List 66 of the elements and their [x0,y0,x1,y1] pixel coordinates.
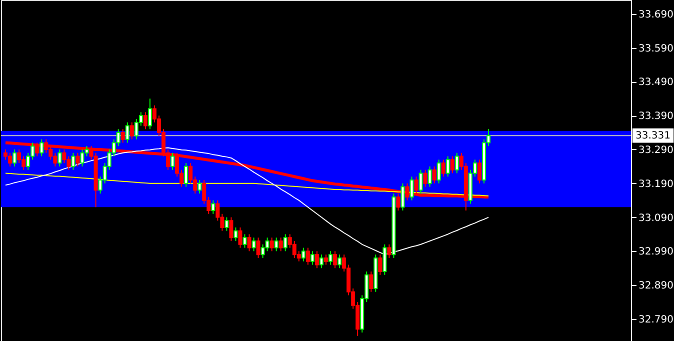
candlestick [283,234,288,252]
candlestick [76,152,80,167]
candlestick [310,250,314,266]
y-tick-label: 32.890 [638,280,674,292]
y-tick-label: 33.390 [638,111,674,122]
candlestick [211,200,216,214]
candlestick [414,176,418,194]
candlestick [436,159,441,184]
candlestick [387,244,392,258]
candlestick [224,216,229,232]
candlestick [324,254,328,266]
y-tick-label: 33.190 [638,178,674,190]
candlestick [423,169,428,188]
y-tick-label: 33.690 [638,9,674,20]
candlestick [12,148,17,167]
candlestick [428,166,432,188]
candlestick [410,176,414,201]
y-tick-label: 33.290 [638,144,674,156]
candlestick [446,156,450,178]
candlestick [338,254,342,269]
ref-line-label: 33.331 [636,130,670,142]
candlestick [229,216,234,242]
candlestick [40,138,44,157]
y-tick-label: 32.790 [638,314,674,326]
candlestick [256,237,260,258]
candlestick [130,122,134,140]
candlestick [170,152,175,170]
y-tick-label: 33.090 [638,212,674,224]
candlestick [238,226,242,248]
candlestick [301,247,306,262]
candlestick [234,226,238,242]
candlestick [378,254,382,276]
candlestick [252,237,256,252]
y-tick-label: 33.590 [638,43,674,54]
candlestick [62,148,66,164]
candlestick [314,250,319,269]
candlestick [265,237,270,252]
candlestick [450,156,454,174]
candlestick [328,250,333,266]
candlestick [441,159,446,178]
candlestick [400,182,405,211]
candlestick [418,169,423,194]
candlestick [17,148,22,164]
candlestick [198,179,202,194]
y-tick-label: 33.490 [638,77,674,88]
candlestick [477,159,482,184]
candlestick [369,271,374,292]
candlestick [454,152,459,174]
candlestick [333,250,338,269]
candlestick [148,98,152,130]
candlestick [247,234,252,252]
candlestick [319,254,324,269]
candlestick [278,237,283,252]
candlestick [120,128,125,144]
candlestick [143,112,148,130]
candlestick [71,152,76,170]
candlestick [306,247,310,266]
candlestick [184,162,188,188]
candlestick [274,237,278,252]
candlestick [4,148,8,160]
candlestick [58,148,62,167]
candlestick [432,166,436,184]
candlestick [125,122,130,144]
y-tick-label: 32.990 [638,246,674,258]
candlestick [270,237,274,252]
candlestick [242,234,247,248]
